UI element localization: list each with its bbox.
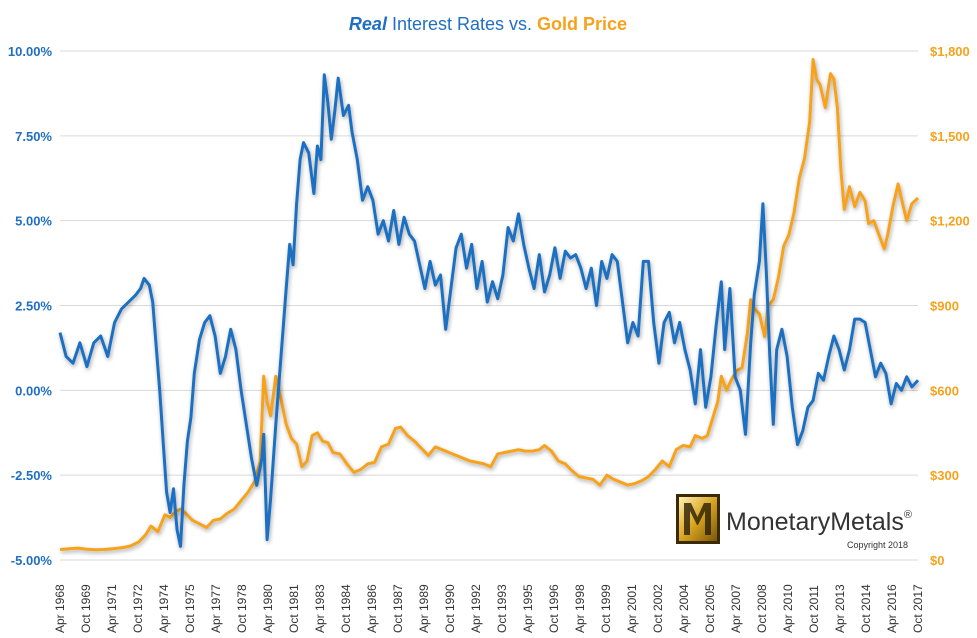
x-tick-label: Apr 1980 <box>261 584 275 633</box>
title-vs: vs. <box>504 14 537 34</box>
y-right-tick-label: $600 <box>930 383 959 398</box>
x-tick-label: Oct 1972 <box>131 584 145 633</box>
x-tick-label: Apr 1989 <box>417 584 431 633</box>
copyright-text: Copyright 2018 <box>847 540 908 550</box>
x-tick-label: Apr 1998 <box>573 584 587 633</box>
y-axis-left: 10.00% 7.50% 5.00% 2.50% 0.00% -2.50% -5.00% <box>8 44 53 568</box>
x-tick-label: Apr 1995 <box>521 584 535 633</box>
x-tick-label: Oct 1981 <box>287 584 301 633</box>
x-tick-label: Oct 1993 <box>495 584 509 633</box>
y-left-tick-label: 2.50% <box>15 299 52 314</box>
title-interest-rates: Interest Rates <box>387 14 504 34</box>
x-tick-label: Oct 2014 <box>859 584 873 633</box>
x-tick-label: Apr 2007 <box>729 584 743 633</box>
y-axis-right: $1,800 $1,500 $1,200 $900 $600 $300 $0 <box>930 44 970 568</box>
x-tick-label: Oct 1990 <box>443 584 457 633</box>
x-tick-label: Apr 1971 <box>105 584 119 633</box>
x-tick-label: Apr 1974 <box>157 584 171 633</box>
title-gold-price: Gold Price <box>537 14 627 34</box>
x-tick-label: Oct 1969 <box>79 584 93 633</box>
chart-title: Real Interest Rates vs. Gold Price <box>349 14 627 34</box>
x-tick-label: Oct 1987 <box>391 584 405 633</box>
y-left-tick-label: 5.00% <box>15 214 52 229</box>
y-right-tick-label: $1,800 <box>930 44 970 59</box>
x-tick-label: Apr 2004 <box>677 584 691 633</box>
x-tick-label: Apr 2016 <box>885 584 899 633</box>
y-right-tick-label: $900 <box>930 299 959 314</box>
x-tick-label: Apr 1968 <box>53 584 67 633</box>
x-tick-label: Oct 1978 <box>235 584 249 633</box>
y-left-tick-label: 7.50% <box>15 129 52 144</box>
x-tick-label: Apr 2010 <box>781 584 795 633</box>
x-tick-label: Oct 1999 <box>599 584 613 633</box>
y-right-tick-label: $1,500 <box>930 129 970 144</box>
y-right-tick-label: $0 <box>930 553 944 568</box>
x-axis: Apr 1968 Oct 1969 Apr 1971 Oct 1972 Apr 1974… <box>53 584 925 633</box>
monetary-metals-logo: MonetaryMetals® Copyright 2018 <box>676 494 912 550</box>
y-right-tick-label: $300 <box>930 468 959 483</box>
y-left-tick-label: -2.50% <box>11 468 53 483</box>
x-tick-label: Oct 1996 <box>547 584 561 633</box>
y-right-tick-label: $1,200 <box>930 214 970 229</box>
x-tick-label: Oct 2017 <box>911 584 925 633</box>
x-tick-label: Oct 2011 <box>807 585 821 633</box>
x-tick-label: Apr 2013 <box>833 584 847 633</box>
x-tick-label: Oct 1984 <box>339 584 353 633</box>
series-line-real-interest-rates <box>58 73 920 548</box>
x-tick-label: Oct 2005 <box>703 584 717 633</box>
logo-wordmark: MonetaryMetals® <box>726 508 912 536</box>
x-tick-label: Apr 1977 <box>209 584 223 633</box>
series-line-gold-price <box>59 58 920 552</box>
x-tick-label: Apr 1983 <box>313 584 327 633</box>
x-tick-label: Apr 1986 <box>365 584 379 633</box>
y-left-tick-label: 10.00% <box>8 44 53 59</box>
logo-mm-glyph <box>684 503 711 535</box>
y-left-tick-label: 0.00% <box>15 383 52 398</box>
gridlines <box>60 50 918 561</box>
y-left-tick-label: -5.00% <box>11 553 53 568</box>
x-tick-label: Oct 1975 <box>183 584 197 633</box>
x-tick-label: Oct 2002 <box>651 584 665 633</box>
title-real: Real <box>349 14 388 34</box>
x-tick-label: Apr 1992 <box>469 584 483 633</box>
x-tick-label: Oct 2008 <box>755 584 769 633</box>
x-tick-label: Apr 2001 <box>625 584 639 633</box>
